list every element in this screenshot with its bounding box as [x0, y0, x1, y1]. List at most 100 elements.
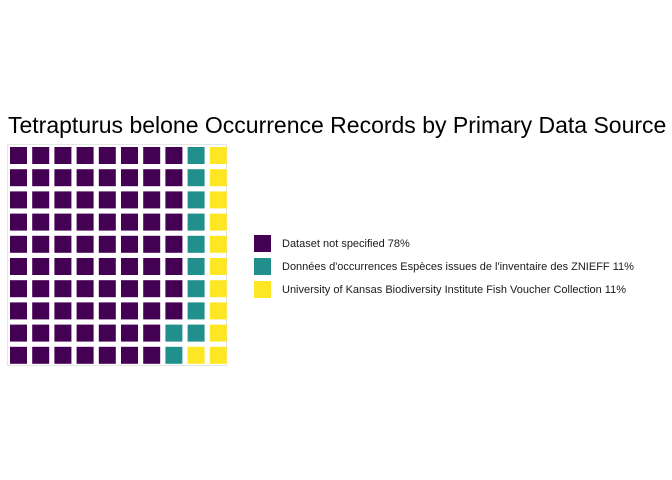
waffle-cell	[98, 235, 116, 253]
waffle-cell	[98, 280, 116, 298]
waffle-cell	[10, 169, 27, 187]
waffle-cell	[76, 346, 94, 364]
waffle-cell	[10, 147, 27, 164]
waffle-cell	[209, 302, 227, 320]
legend-label: University of Kansas Biodiversity Instit…	[282, 283, 627, 296]
legend: Dataset not specified 78% Données d'occu…	[254, 232, 634, 301]
waffle-cell	[76, 235, 94, 253]
waffle-cell	[54, 346, 72, 364]
waffle-panel-border	[7, 144, 227, 366]
waffle-cell	[209, 235, 227, 253]
waffle-cell	[165, 258, 183, 275]
waffle-cell	[10, 324, 27, 342]
waffle-cell	[209, 346, 227, 364]
waffle-cell	[32, 169, 50, 187]
waffle-cell	[165, 280, 183, 298]
chart-title: Tetrapturus belone Occurrence Records by…	[8, 112, 667, 138]
waffle-cell	[209, 258, 227, 275]
waffle-cell	[121, 169, 138, 187]
waffle-cell	[165, 147, 183, 164]
legend-label: Dataset not specified 78%	[282, 237, 410, 250]
waffle-cell	[121, 346, 138, 364]
waffle-cell	[98, 346, 116, 364]
waffle-cell	[143, 324, 161, 342]
legend-swatch	[254, 281, 271, 298]
waffle-cell	[165, 213, 183, 231]
waffle-cell	[187, 147, 205, 164]
waffle-chart	[7, 144, 227, 366]
waffle-cell	[32, 258, 50, 275]
waffle-cell	[143, 147, 161, 164]
waffle-cell	[209, 280, 227, 298]
waffle-cell	[76, 324, 94, 342]
waffle-cell	[165, 324, 183, 342]
waffle-cell	[32, 324, 50, 342]
waffle-cell	[209, 169, 227, 187]
waffle-cell	[121, 147, 138, 164]
waffle-cell	[121, 302, 138, 320]
waffle-cell	[76, 280, 94, 298]
waffle-cell	[121, 213, 138, 231]
waffle-cell	[32, 235, 50, 253]
waffle-cell	[187, 324, 205, 342]
waffle-cell	[32, 280, 50, 298]
waffle-cell	[10, 346, 27, 364]
legend-swatch	[254, 235, 271, 252]
waffle-cell	[32, 191, 50, 209]
waffle-cell	[10, 213, 27, 231]
legend-item: Dataset not specified 78%	[254, 232, 634, 255]
waffle-cell	[98, 191, 116, 209]
waffle-cell	[54, 235, 72, 253]
waffle-cell	[54, 213, 72, 231]
waffle-cell	[209, 191, 227, 209]
waffle-cell	[121, 191, 138, 209]
waffle-cell	[187, 213, 205, 231]
waffle-cell	[76, 302, 94, 320]
waffle-cell	[121, 280, 138, 298]
waffle-cell	[121, 258, 138, 275]
legend-item: Données d'occurrences Espèces issues de …	[254, 255, 634, 278]
waffle-cell	[187, 191, 205, 209]
waffle-cell	[143, 258, 161, 275]
waffle-cell	[98, 302, 116, 320]
waffle-cell	[121, 235, 138, 253]
waffle-cell	[32, 302, 50, 320]
waffle-cell	[54, 302, 72, 320]
waffle-cell	[209, 324, 227, 342]
waffle-cell	[143, 169, 161, 187]
waffle-cell	[187, 258, 205, 275]
waffle-cell	[187, 169, 205, 187]
waffle-cell	[143, 280, 161, 298]
waffle-cell	[10, 280, 27, 298]
waffle-cell	[187, 302, 205, 320]
waffle-cell	[165, 191, 183, 209]
waffle-cell	[98, 147, 116, 164]
waffle-cell	[143, 346, 161, 364]
waffle-cell	[165, 346, 183, 364]
waffle-cell	[54, 324, 72, 342]
waffle-cell	[10, 302, 27, 320]
waffle-cell	[187, 280, 205, 298]
waffle-cell	[54, 147, 72, 164]
waffle-cell	[76, 213, 94, 231]
waffle-cell	[76, 258, 94, 275]
waffle-cell	[143, 213, 161, 231]
legend-label: Données d'occurrences Espèces issues de …	[282, 260, 634, 273]
waffle-cell	[54, 258, 72, 275]
waffle-cell	[32, 213, 50, 231]
waffle-cell	[98, 324, 116, 342]
waffle-cell	[76, 147, 94, 164]
waffle-cell	[209, 147, 227, 164]
waffle-cell	[209, 213, 227, 231]
waffle-cell	[165, 302, 183, 320]
waffle-cell	[143, 302, 161, 320]
waffle-cell	[76, 169, 94, 187]
waffle-cell	[76, 191, 94, 209]
waffle-cell	[121, 324, 138, 342]
waffle-cell	[54, 280, 72, 298]
waffle-cell	[187, 346, 205, 364]
waffle-cell	[98, 213, 116, 231]
waffle-cell	[10, 258, 27, 275]
waffle-cell	[10, 191, 27, 209]
waffle-cell	[54, 191, 72, 209]
